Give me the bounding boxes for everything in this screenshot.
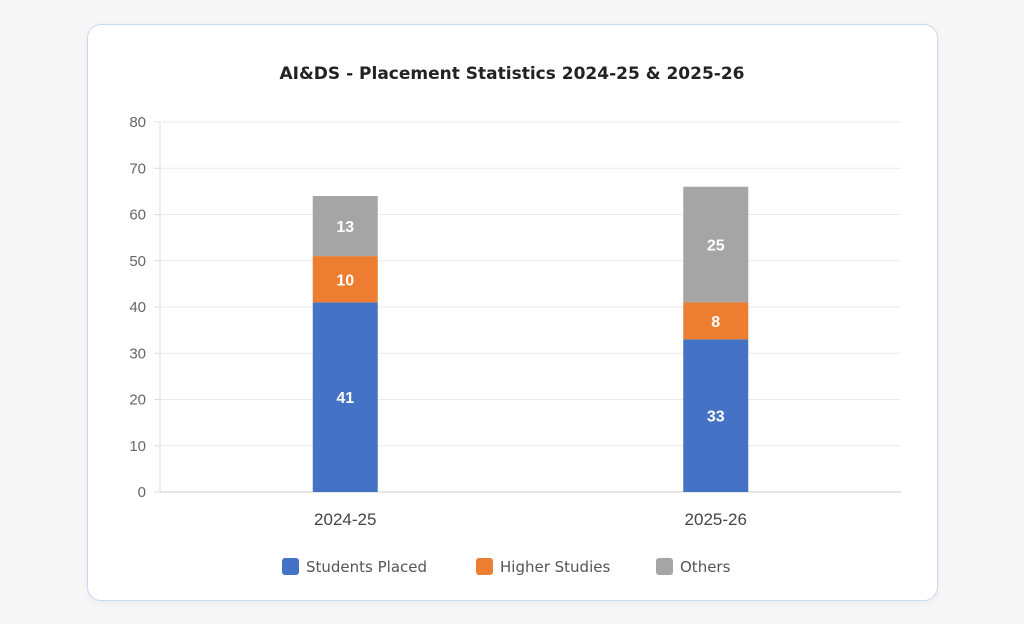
y-tick-label: 0 (138, 484, 146, 501)
data-label: 33 (707, 409, 725, 426)
legend-item[interactable]: Higher Studies (476, 558, 610, 576)
legend-item[interactable]: Others (656, 558, 731, 576)
y-tick-label: 40 (129, 299, 146, 316)
legend-label: Students Placed (306, 558, 427, 576)
chart-title: AI&DS - Placement Statistics 2024-25 & 2… (279, 64, 744, 84)
bar-segment[interactable] (312, 302, 378, 492)
legend-swatch (476, 558, 493, 575)
data-label: 25 (707, 238, 725, 255)
legend-swatch (282, 558, 299, 575)
y-tick-label: 10 (129, 438, 146, 455)
data-label: 41 (336, 390, 354, 407)
bar-segment[interactable] (683, 186, 749, 303)
legend-item[interactable]: Students Placed (282, 558, 427, 576)
y-tick-label: 20 (129, 392, 146, 409)
legend-swatch (656, 558, 673, 575)
legend-label: Higher Studies (500, 558, 610, 576)
x-tick-label: 2024-25 (314, 510, 376, 529)
data-label: 10 (336, 272, 354, 289)
y-tick-label: 70 (129, 160, 146, 177)
bar-segment[interactable] (312, 196, 378, 257)
y-tick-label: 50 (129, 253, 146, 270)
y-tick-label: 30 (129, 345, 146, 362)
legend-label: Others (680, 558, 731, 576)
data-label: 8 (711, 314, 720, 331)
x-tick-label: 2025-26 (685, 510, 747, 529)
y-tick-label: 60 (129, 207, 146, 224)
bar-segment[interactable] (683, 302, 749, 340)
bar-segment[interactable] (312, 256, 378, 303)
bar-segment[interactable] (683, 339, 749, 492)
y-tick-label: 80 (129, 114, 146, 131)
data-label: 13 (336, 219, 354, 236)
chart-card (87, 24, 938, 601)
